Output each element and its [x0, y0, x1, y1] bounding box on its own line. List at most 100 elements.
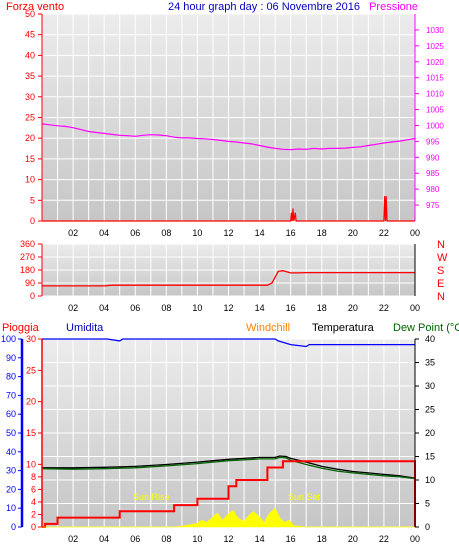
y-tick-label-wind: 40: [25, 50, 35, 60]
x-tick-label: 22: [379, 534, 389, 544]
x-tick-label: 10: [192, 534, 202, 544]
y-tick-label-wind: 20: [25, 133, 35, 143]
y-tick-label-humidity: 30: [6, 466, 16, 476]
y-tick-label-temperature: 0: [425, 522, 430, 532]
label-humidity: Umidita: [66, 322, 104, 334]
x-tick-label: 20: [348, 534, 358, 544]
y-tick-label-rain: 20: [26, 397, 36, 407]
x-tick-label: 18: [317, 303, 327, 313]
x-tick-label: 04: [99, 303, 109, 313]
x-tick-label: 02: [68, 228, 78, 238]
y-tick-label-wind: 35: [25, 71, 35, 81]
x-tick-label: 08: [161, 534, 171, 544]
y-tick-label-temperature: 30: [425, 381, 435, 391]
y-tick-label-pressure: 995: [426, 137, 440, 146]
x-tick-label: 12: [223, 303, 233, 313]
x-tick-label: 08: [161, 228, 171, 238]
x-tick-label: 06: [130, 303, 140, 313]
y-tick-label-direction: 360: [20, 239, 35, 249]
y-tick-label-humidity: 80: [6, 372, 16, 382]
compass-label: W: [437, 252, 448, 264]
y-tick-label-rain: 15: [26, 428, 36, 438]
y-tick-label-rain: 10: [26, 459, 36, 469]
x-tick-label: 16: [286, 228, 296, 238]
chart-title: 24 hour graph day : 06 Novembre 2016: [168, 1, 360, 13]
series-line-temperatura: [42, 455, 416, 479]
x-tick-label: 14: [255, 534, 265, 544]
compass-label: E: [437, 278, 444, 290]
compass-label: N: [437, 239, 445, 251]
annotation-sunrise: Sun Rise: [133, 492, 170, 502]
right-label-pressure: Pressione: [369, 1, 418, 13]
y-tick-label-humidity: 0: [11, 522, 16, 532]
y-tick-label-pressure: 975: [426, 201, 440, 210]
compass-label: S: [437, 265, 444, 277]
y-tick-label-wind: 25: [25, 113, 35, 123]
x-tick-label: 16: [286, 303, 296, 313]
y-tick-label-pressure: 1020: [426, 58, 444, 67]
y-tick-label-temperature: 5: [425, 499, 430, 509]
y-tick-label-pressure: 990: [426, 153, 440, 162]
y-tick-label-humidity: 50: [6, 428, 16, 438]
label-windchill: Windchill: [246, 322, 290, 334]
x-tick-label: 18: [317, 534, 327, 544]
x-tick-label: 20: [348, 303, 358, 313]
series-area-solar: [42, 507, 415, 528]
y-tick-label-temperature: 40: [425, 334, 435, 344]
x-tick-label: 04: [99, 228, 109, 238]
x-tick-label: 12: [223, 228, 233, 238]
y-tick-label-wind: 15: [25, 154, 35, 164]
x-tick-label: 14: [255, 228, 265, 238]
y-tick-label-humidity: 20: [6, 484, 16, 494]
series-line-dew-point: [41, 456, 416, 480]
series-line-direction: [42, 270, 415, 287]
y-tick-label-humidity: 100: [1, 334, 16, 344]
y-tick-label-wind: 30: [25, 92, 35, 102]
y-tick-label-pressure: 1025: [426, 42, 444, 51]
y-tick-label-rain: 4: [31, 497, 36, 507]
y-tick-label-humidity: 40: [6, 447, 16, 457]
y-tick-label-pressure: 1030: [426, 26, 444, 35]
x-tick-label: 00: [410, 303, 420, 313]
x-tick-label: 12: [223, 534, 233, 544]
annotation-sunset: Sun Set: [288, 492, 321, 502]
series-layer: [41, 123, 416, 528]
y-tick-label-rain: 30: [26, 334, 36, 344]
y-tick-label-rain: 0: [31, 522, 36, 532]
x-tick-label: 04: [99, 534, 109, 544]
x-tick-label: 08: [161, 303, 171, 313]
y-tick-label-humidity: 70: [6, 390, 16, 400]
y-tick-label-wind: 10: [25, 175, 35, 185]
x-tick-label: 22: [379, 303, 389, 313]
y-tick-label-pressure: 980: [426, 185, 440, 194]
y-tick-label-humidity: 60: [6, 409, 16, 419]
x-tick-label: 10: [192, 228, 202, 238]
y-tick-label-wind: 50: [25, 9, 35, 19]
y-tick-label-rain: 8: [31, 472, 36, 482]
y-tick-label-humidity: 90: [6, 353, 16, 363]
y-tick-label-wind: 5: [30, 195, 35, 205]
y-tick-label-temperature: 35: [425, 358, 435, 368]
left-label-wind: Forza vento: [6, 1, 64, 13]
y-tick-label-rain: 2: [31, 509, 36, 519]
x-tick-label: 06: [130, 228, 140, 238]
y-tick-label-pressure: 1005: [426, 106, 444, 115]
y-tick-label-rain: 6: [31, 484, 36, 494]
y-tick-label-temperature: 25: [425, 405, 435, 415]
label-rain: Pioggia: [2, 322, 40, 334]
x-tick-label: 14: [255, 303, 265, 313]
y-tick-label-temperature: 20: [425, 428, 435, 438]
x-tick-label: 18: [317, 228, 327, 238]
x-tick-label: 20: [348, 228, 358, 238]
series-line-pressione: [41, 123, 416, 151]
y-tick-label-direction: 0: [30, 291, 35, 301]
y-tick-label-wind: 45: [25, 30, 35, 40]
x-tick-label: 10: [192, 303, 202, 313]
y-tick-label-temperature: 15: [425, 452, 435, 462]
y-tick-label-rain: 25: [26, 365, 36, 375]
series-line-pioggia: [42, 460, 416, 528]
label-temperature: Temperatura: [312, 322, 375, 334]
y-tick-label-direction: 90: [25, 278, 35, 288]
